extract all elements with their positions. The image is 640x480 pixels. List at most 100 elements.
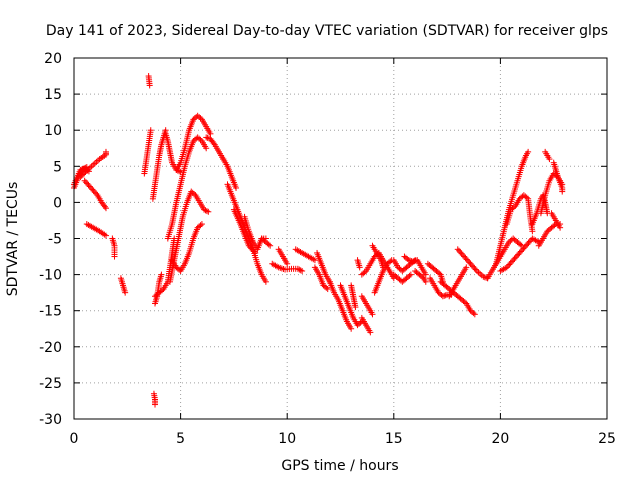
satellite-arc xyxy=(83,221,109,239)
data-point xyxy=(508,258,515,265)
satellite-arc xyxy=(427,275,455,300)
data-point xyxy=(233,184,240,191)
data-point xyxy=(525,239,532,246)
satellite-arc xyxy=(117,275,129,296)
data-point xyxy=(526,238,533,245)
satellite-arc xyxy=(369,242,387,271)
data-point xyxy=(356,264,363,271)
satellite-arc xyxy=(169,221,205,274)
data-point xyxy=(81,170,88,177)
satellite-arc xyxy=(537,170,566,217)
data-point xyxy=(468,262,475,269)
data-point xyxy=(387,258,394,265)
satellite-arc xyxy=(348,282,359,311)
satellite-arc xyxy=(311,264,331,293)
data-point xyxy=(522,242,529,249)
data-point xyxy=(407,271,414,278)
data-point xyxy=(436,270,443,277)
data-point xyxy=(101,203,108,210)
satellite-arc xyxy=(529,192,551,228)
data-point xyxy=(464,257,471,264)
y-tick-label: 5 xyxy=(53,159,62,175)
data-point xyxy=(512,254,519,261)
data-point xyxy=(262,278,269,285)
data-point xyxy=(557,224,564,231)
data-point xyxy=(352,304,359,311)
x-tick-label: 20 xyxy=(491,431,509,447)
data-point xyxy=(176,168,183,175)
data-point xyxy=(517,248,524,255)
data-point xyxy=(93,158,100,165)
data-point xyxy=(203,145,210,152)
satellite-arc xyxy=(149,127,169,202)
data-point xyxy=(357,319,364,326)
data-point xyxy=(461,253,468,260)
x-axis-label: GPS time / hours xyxy=(281,458,398,474)
satellite-arc xyxy=(424,260,446,285)
satellite-arc xyxy=(269,260,306,274)
data-point xyxy=(91,189,98,196)
data-point xyxy=(191,190,198,197)
satellite-arc xyxy=(203,134,227,163)
data-point xyxy=(102,148,109,155)
data-point xyxy=(250,248,257,255)
data-point xyxy=(294,265,301,272)
data-point xyxy=(82,168,89,175)
data-point xyxy=(462,254,469,261)
y-tick-label: 20 xyxy=(44,51,62,67)
data-point xyxy=(367,329,374,336)
data-point xyxy=(470,263,477,270)
data-point xyxy=(91,160,98,167)
satellite-arc xyxy=(241,213,269,253)
data-point xyxy=(348,325,355,332)
satellite-arc xyxy=(497,235,542,274)
data-point xyxy=(249,247,256,254)
satellite-arc xyxy=(484,235,525,282)
data-point xyxy=(147,127,154,134)
data-point xyxy=(248,245,255,252)
data-point xyxy=(521,244,528,251)
data-point xyxy=(88,163,95,170)
data-point xyxy=(515,251,522,258)
y-tick-label: 10 xyxy=(44,123,62,139)
data-points xyxy=(71,73,566,408)
satellite-arc xyxy=(258,235,274,249)
data-point xyxy=(77,174,84,181)
data-point xyxy=(89,186,96,193)
satellite-arc xyxy=(162,130,184,176)
y-tick-label: -30 xyxy=(39,412,62,428)
data-point xyxy=(503,264,510,271)
data-point xyxy=(122,289,129,296)
data-point xyxy=(546,156,553,163)
data-point xyxy=(523,194,530,201)
y-tick-label: -15 xyxy=(39,304,62,320)
data-point xyxy=(203,208,210,215)
satellite-arc xyxy=(166,188,212,285)
satellite-arc xyxy=(145,73,153,89)
axis-ticks: 0 5 10 15 20 25 -30 -25 -20 -15 -10 -5 0 5 10 15 20 xyxy=(39,51,616,447)
satellite-arc xyxy=(77,148,109,181)
data-point xyxy=(158,271,165,278)
data-point xyxy=(461,299,468,306)
satellite-arc xyxy=(354,257,363,271)
data-point xyxy=(524,241,531,248)
satellite-arc xyxy=(109,235,118,260)
data-point xyxy=(467,260,474,267)
data-point xyxy=(78,172,85,179)
data-point xyxy=(475,269,482,276)
data-point xyxy=(514,252,521,259)
data-point xyxy=(422,278,429,285)
data-point xyxy=(519,247,526,254)
data-point xyxy=(265,241,272,248)
data-point xyxy=(505,262,512,269)
x-tick-label: 15 xyxy=(385,431,403,447)
data-point xyxy=(422,271,429,278)
data-point xyxy=(458,250,465,257)
satellite-arc xyxy=(371,257,395,296)
data-point xyxy=(470,310,477,317)
data-point xyxy=(520,245,527,252)
data-point xyxy=(457,249,464,256)
data-point xyxy=(456,247,463,254)
data-point xyxy=(510,204,517,211)
